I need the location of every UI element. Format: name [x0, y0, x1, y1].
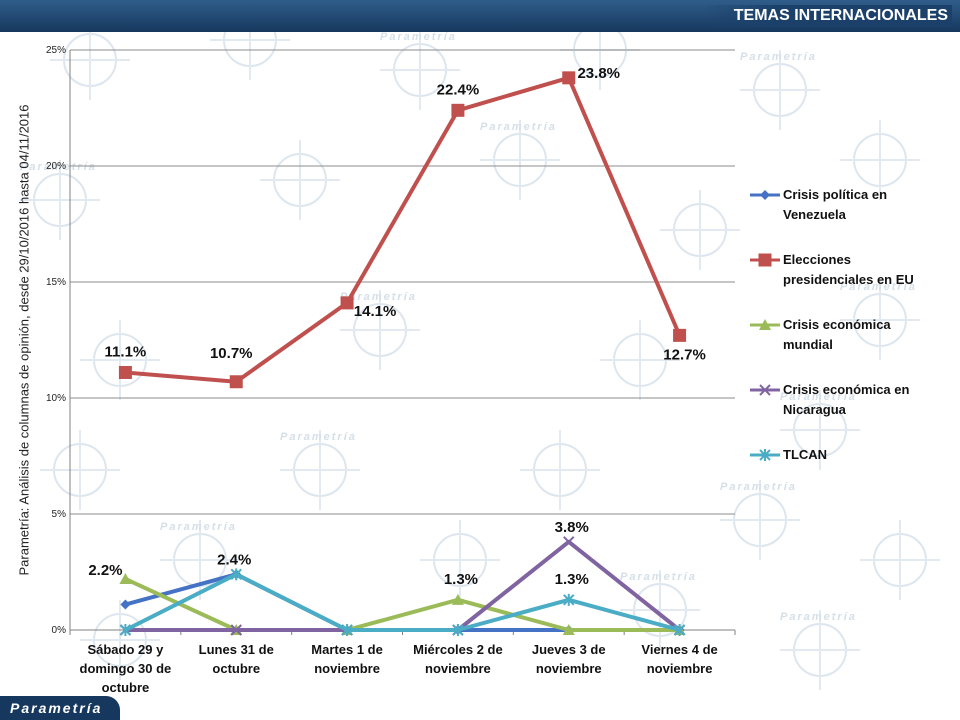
- y-tick-label: 25%: [46, 45, 66, 56]
- data-point: [120, 599, 131, 610]
- data-label: 12.7%: [663, 346, 706, 363]
- legend-item: Crisis política en Venezuela: [750, 187, 887, 222]
- data-label: 1.3%: [555, 571, 589, 588]
- legend-item: Crisis económica mundial: [750, 317, 891, 352]
- data-point: [673, 624, 686, 636]
- data-point: [563, 593, 575, 606]
- legend-item: Elecciones presidenciales en EU: [750, 252, 914, 287]
- series-line: [124, 577, 680, 632]
- legend-label: TLCAN: [783, 447, 827, 462]
- legend-item: Crisis económica en Nicaragua: [750, 382, 909, 417]
- watermark-text: Parametría: [20, 161, 97, 173]
- y-tick-label: 15%: [46, 277, 66, 288]
- x-tick-label: Lunes 31 de octubre: [199, 642, 274, 676]
- footer-logo: Parametría: [0, 696, 120, 720]
- legend-label: Crisis política en Venezuela: [783, 187, 887, 222]
- x-tick-label: Martes 1 de noviembre: [311, 642, 383, 676]
- legend-swatch-marker: [758, 253, 772, 267]
- watermark-text: Parametría: [340, 291, 417, 303]
- series-0: [120, 569, 685, 635]
- series-4: 2.4% 1.3%: [119, 551, 686, 636]
- data-point: [563, 536, 575, 548]
- data-label: 2.4%: [217, 551, 251, 568]
- x-tick-label: Viernes 4 de noviembre: [641, 642, 717, 676]
- data-point: [230, 624, 242, 636]
- series-line: [125, 75, 682, 384]
- data-point: [562, 71, 576, 85]
- y-tick-label: 20%: [46, 161, 66, 172]
- y-tick-label: 10%: [46, 393, 66, 404]
- y-tick-label: 5%: [52, 509, 67, 520]
- x-tick-label: Jueves 3 de noviembre: [532, 642, 606, 676]
- legend-swatch-marker: [759, 319, 771, 330]
- data-point: [230, 568, 242, 581]
- watermark-text: Parametría: [620, 571, 697, 583]
- data-label: 1.3%: [444, 571, 478, 588]
- legend: Crisis política en Venezuela Elecciones pre…: [750, 187, 914, 462]
- series-line: [124, 572, 681, 632]
- data-point: [341, 624, 353, 636]
- watermark-text: Parametría: [720, 481, 797, 493]
- series-2: 2.2% 1.3%: [88, 562, 686, 635]
- legend-label: Elecciones presidenciales en EU: [783, 252, 914, 287]
- legend-label: Crisis económica en Nicaragua: [783, 382, 909, 417]
- data-point: [340, 296, 354, 310]
- watermark-text: Parametría: [280, 431, 357, 443]
- data-point: [119, 624, 132, 636]
- legend-swatch-marker: [759, 384, 771, 396]
- legend-item: TLCAN: [750, 447, 827, 462]
- x-tick-label: Miércoles 2 de noviembre: [413, 642, 503, 676]
- data-label: 23.8%: [577, 65, 620, 82]
- watermark-text: Parametría: [780, 611, 857, 623]
- x-tick-label: Sábado 29 y domingo 30 de octubre: [80, 642, 172, 695]
- data-label: 14.1%: [354, 303, 397, 320]
- data-label: 22.4%: [437, 81, 480, 98]
- legend-swatch-marker: [759, 449, 771, 461]
- legend-label: Crisis económica mundial: [783, 317, 891, 352]
- data-point: [673, 328, 687, 342]
- data-label: 10.7%: [210, 345, 253, 362]
- watermark-text: Parametría: [740, 51, 817, 63]
- watermark-text: Parametría: [780, 391, 857, 403]
- watermark-text: Parametría: [380, 31, 457, 43]
- data-point: [452, 624, 464, 636]
- watermark-text: Parametría: [160, 521, 237, 533]
- series-1: 11.1% 10.7% 14.1% 22.4% 23.8% 12.7%: [105, 65, 706, 389]
- legend-swatch-marker: [760, 190, 770, 200]
- header-bar: TEMAS INTERNACIONALES: [0, 0, 960, 32]
- series-line: [124, 572, 680, 632]
- data-label: 11.1%: [105, 343, 147, 360]
- data-label: 2.2%: [88, 562, 122, 579]
- watermark-text: Parametría: [480, 121, 557, 133]
- data-point: [118, 365, 132, 379]
- data-label: 3.8%: [555, 519, 589, 536]
- data-point: [451, 593, 464, 605]
- page-title: TEMAS INTERNACIONALES: [703, 5, 952, 27]
- data-point: [451, 103, 465, 117]
- data-point: [229, 375, 243, 389]
- y-tick-label: 0%: [52, 625, 67, 636]
- watermark-text: Parametría: [840, 281, 917, 293]
- data-point: [562, 624, 575, 635]
- data-point: [119, 572, 132, 584]
